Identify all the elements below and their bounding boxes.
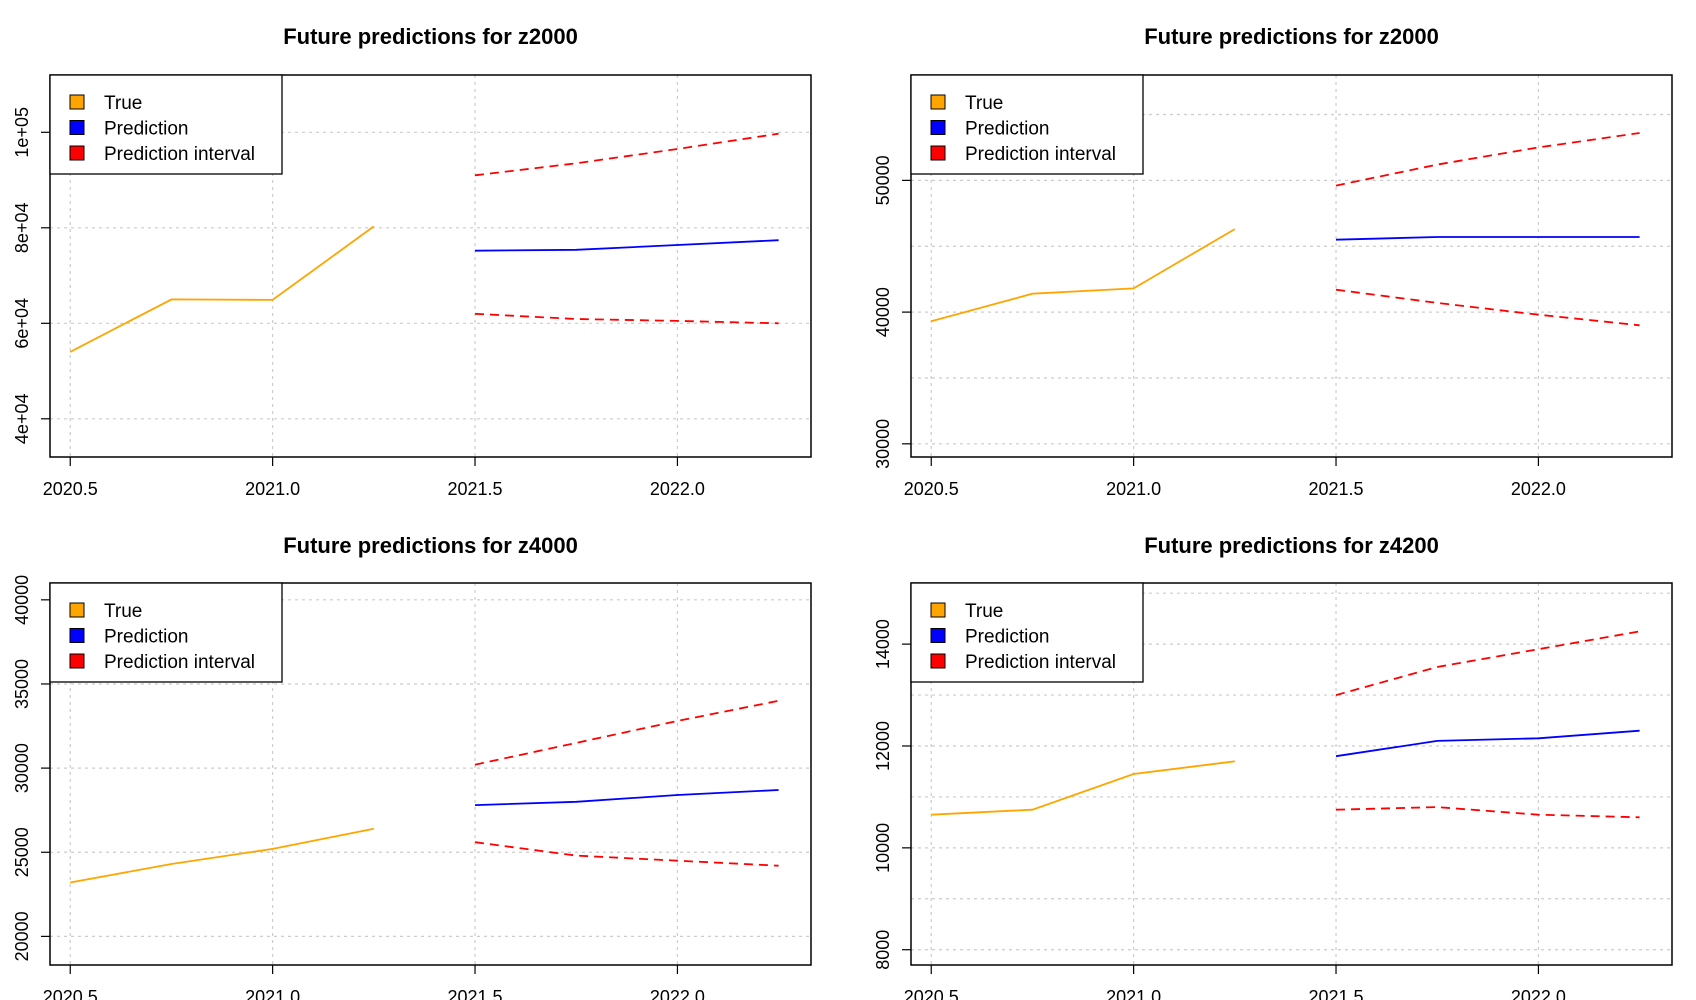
series-line-prediction-interval bbox=[474, 699, 779, 766]
x-tick-label: 2022.0 bbox=[650, 479, 705, 499]
y-tick-label: 30000 bbox=[12, 743, 32, 793]
legend-swatch bbox=[69, 120, 85, 135]
legend: True Prediction Prediction interval bbox=[910, 74, 1144, 175]
legend-label: Prediction bbox=[104, 119, 189, 140]
legend: True Prediction Prediction interval bbox=[49, 74, 283, 175]
chart-title: Future predictions for z4000 bbox=[283, 533, 578, 558]
legend-swatch bbox=[69, 145, 85, 161]
legend-box bbox=[910, 74, 1144, 175]
series-line-prediction bbox=[1335, 236, 1640, 241]
chart-panel-4: Future predictions for z4200 2020.5 2021.0… bbox=[873, 533, 1673, 1000]
legend: True Prediction Prediction interval bbox=[910, 582, 1144, 683]
legend-label: True bbox=[965, 601, 1003, 622]
y-tick-label: 8e+04 bbox=[12, 203, 32, 254]
series-line-prediction bbox=[474, 789, 779, 806]
y-tick-label: 6e+04 bbox=[12, 298, 32, 349]
series-line-prediction-interval bbox=[474, 132, 779, 177]
x-tick-label: 2021.0 bbox=[245, 987, 300, 1000]
y-tick-label: 20000 bbox=[12, 911, 32, 961]
y-tick-label: 10000 bbox=[873, 823, 893, 873]
chart-title: Future predictions for z4200 bbox=[1144, 533, 1439, 558]
series-line-prediction-interval-lower bbox=[474, 841, 779, 867]
x-tick-label: 2021.0 bbox=[245, 479, 300, 499]
series-line-true bbox=[931, 760, 1235, 816]
legend-label: Prediction bbox=[965, 119, 1050, 140]
legend-swatch bbox=[930, 145, 946, 161]
y-tick-label: 1e+05 bbox=[12, 107, 32, 158]
series-line-prediction bbox=[1335, 729, 1640, 758]
y-tick-label: 50000 bbox=[873, 155, 893, 205]
y-tick-label: 30000 bbox=[873, 419, 893, 469]
legend-box bbox=[49, 582, 283, 683]
legend-swatch bbox=[69, 653, 85, 669]
plot-frame bbox=[49, 74, 812, 458]
series-line-prediction-interval-lower bbox=[1335, 288, 1640, 327]
y-tick-label: 40000 bbox=[12, 575, 32, 625]
legend: True Prediction Prediction interval bbox=[49, 582, 283, 683]
legend-box bbox=[49, 74, 283, 175]
series-line-prediction-interval bbox=[1335, 630, 1640, 696]
legend-swatch bbox=[930, 94, 946, 110]
legend-swatch bbox=[69, 94, 85, 110]
x-tick-label: 2021.0 bbox=[1106, 479, 1161, 499]
plot-frame bbox=[49, 582, 812, 966]
x-tick-label: 2021.5 bbox=[447, 987, 502, 1000]
series-line-prediction-interval bbox=[1335, 132, 1640, 187]
plot-frame bbox=[910, 582, 1673, 966]
x-tick-label: 2022.0 bbox=[650, 987, 705, 1000]
series-line-prediction-interval-lower bbox=[1335, 806, 1640, 819]
y-tick-label: 35000 bbox=[12, 659, 32, 709]
chart-panel-2: Future predictions for z2000 2020.5 2021.0… bbox=[873, 24, 1673, 499]
y-tick-label: 14000 bbox=[873, 619, 893, 669]
legend-swatch bbox=[69, 602, 85, 618]
x-tick-label: 2022.0 bbox=[1511, 479, 1566, 499]
x-tick-label: 2021.0 bbox=[1106, 987, 1161, 1000]
y-tick-label: 4e+04 bbox=[12, 394, 32, 445]
series-line-true bbox=[70, 827, 374, 884]
chart-panel-1: Future predictions for z2000 2020.5 2021.0… bbox=[12, 24, 812, 499]
y-tick-label: 25000 bbox=[12, 827, 32, 877]
x-tick-label: 2020.5 bbox=[904, 987, 959, 1000]
legend-label: Prediction interval bbox=[965, 652, 1116, 673]
x-tick-label: 2021.5 bbox=[447, 479, 502, 499]
legend-label: Prediction interval bbox=[104, 652, 255, 673]
legend-swatch bbox=[930, 120, 946, 135]
legend-swatch bbox=[930, 628, 946, 643]
chart-title: Future predictions for z2000 bbox=[1144, 24, 1439, 49]
legend-label: True bbox=[104, 601, 142, 622]
x-tick-label: 2020.5 bbox=[43, 987, 98, 1000]
legend-label: True bbox=[965, 93, 1003, 114]
chart-title: Future predictions for z2000 bbox=[283, 24, 578, 49]
x-tick-label: 2020.5 bbox=[43, 479, 98, 499]
legend-label: Prediction interval bbox=[965, 144, 1116, 165]
x-tick-label: 2020.5 bbox=[904, 479, 959, 499]
plot-frame bbox=[910, 74, 1673, 458]
x-tick-label: 2021.5 bbox=[1308, 479, 1363, 499]
chart-panel-3: Future predictions for z4000 2020.5 2021.0… bbox=[12, 533, 812, 1000]
legend-label: Prediction interval bbox=[104, 144, 255, 165]
series-line-true bbox=[69, 225, 375, 353]
x-tick-label: 2022.0 bbox=[1511, 987, 1566, 1000]
y-tick-label: 40000 bbox=[873, 287, 893, 337]
legend-swatch bbox=[930, 602, 946, 618]
y-tick-label: 12000 bbox=[873, 721, 893, 771]
legend-label: Prediction bbox=[104, 627, 189, 648]
x-tick-label: 2021.5 bbox=[1308, 987, 1363, 1000]
y-tick-label: 8000 bbox=[873, 930, 893, 970]
series-line-prediction bbox=[474, 239, 779, 252]
legend-swatch bbox=[69, 628, 85, 643]
series-line-true bbox=[930, 228, 1236, 323]
legend-swatch bbox=[930, 653, 946, 669]
legend-label: True bbox=[104, 93, 142, 114]
legend-box bbox=[910, 582, 1144, 683]
series-line-prediction-interval-lower bbox=[474, 312, 779, 325]
legend-label: Prediction bbox=[965, 627, 1050, 648]
